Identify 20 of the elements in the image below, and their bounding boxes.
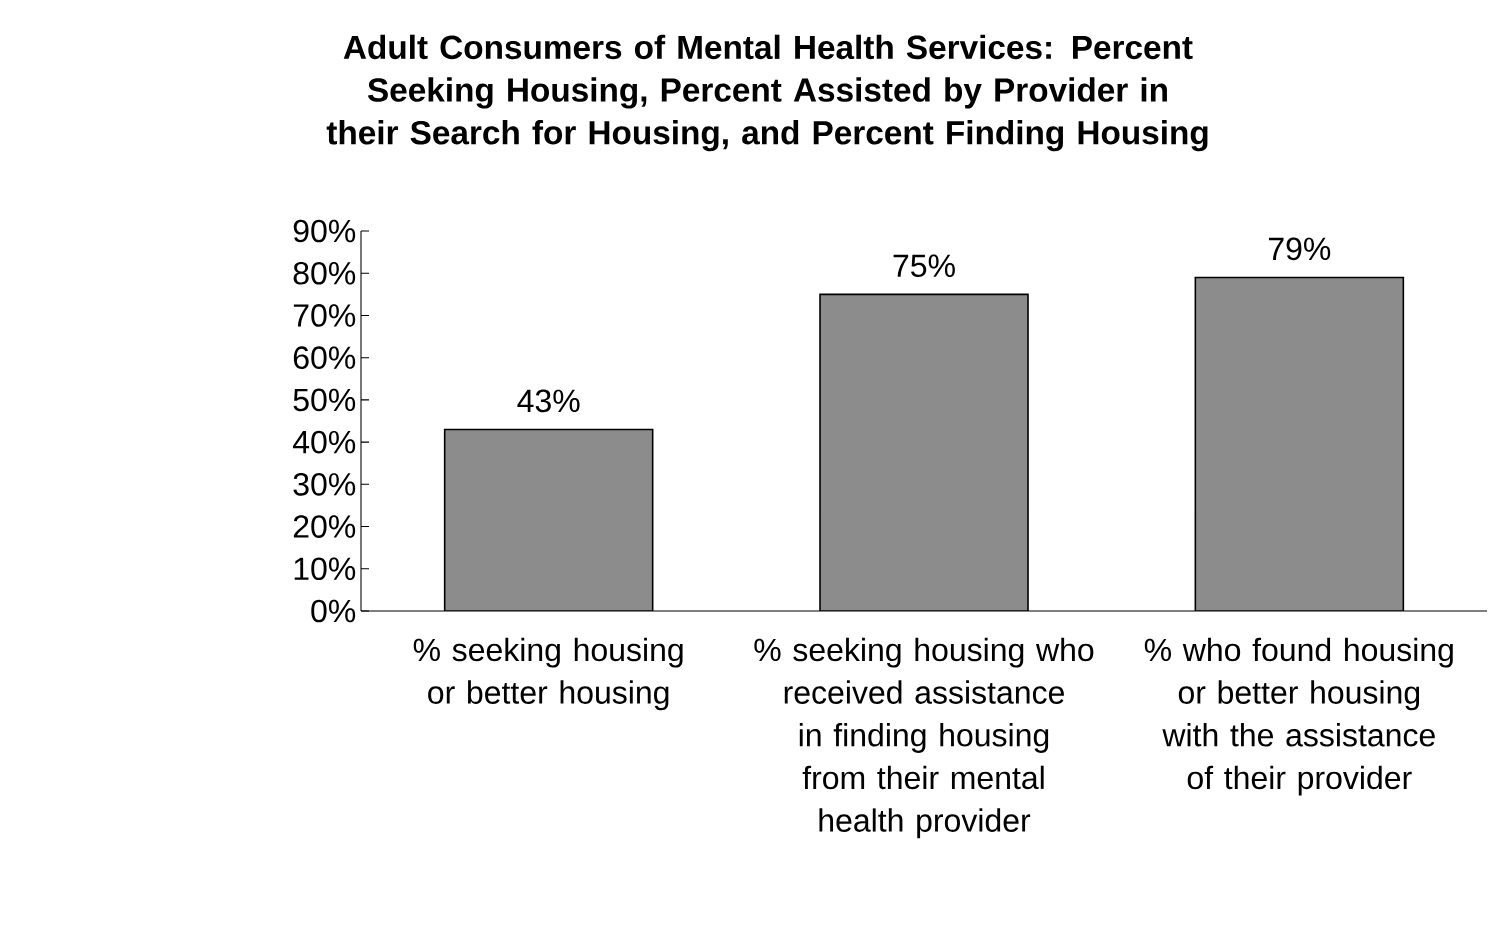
y-tick-label: 40%: [292, 430, 356, 454]
x-tick-label: % seeking housing or better housing: [413, 637, 683, 711]
y-tick-label: 70%: [293, 304, 356, 327]
y-tick-label: 10%: [294, 557, 356, 581]
y-tick-label: 20%: [293, 515, 356, 538]
x-tick-label: % who found housing or better housing with the assistance of their provider: [1144, 637, 1453, 796]
data-label: 79%: [1268, 237, 1331, 261]
y-tick-label: 50%: [293, 388, 356, 412]
data-label: 43%: [517, 389, 580, 413]
y-tick-label: 60%: [293, 346, 356, 369]
y-tick-label: 90%: [293, 219, 356, 243]
y-tick-label: 80%: [293, 261, 356, 285]
bar: [819, 293, 1029, 611]
y-tick-label: 30%: [293, 473, 356, 496]
x-tick-label: % seeking housing who received assistance in finding housing from their mental health provider: [754, 637, 1094, 839]
data-label: 75%: [893, 254, 955, 278]
y-tick-label: 0%: [311, 599, 356, 623]
bar: [1194, 276, 1405, 611]
bar: [443, 428, 654, 611]
chart-title: Adult Consumers of Mental Health Services: Percent Seeking Housing, Percent Assisted by Provider in their Search for Housing, and Percent Finding Housing: [326, 34, 1208, 152]
